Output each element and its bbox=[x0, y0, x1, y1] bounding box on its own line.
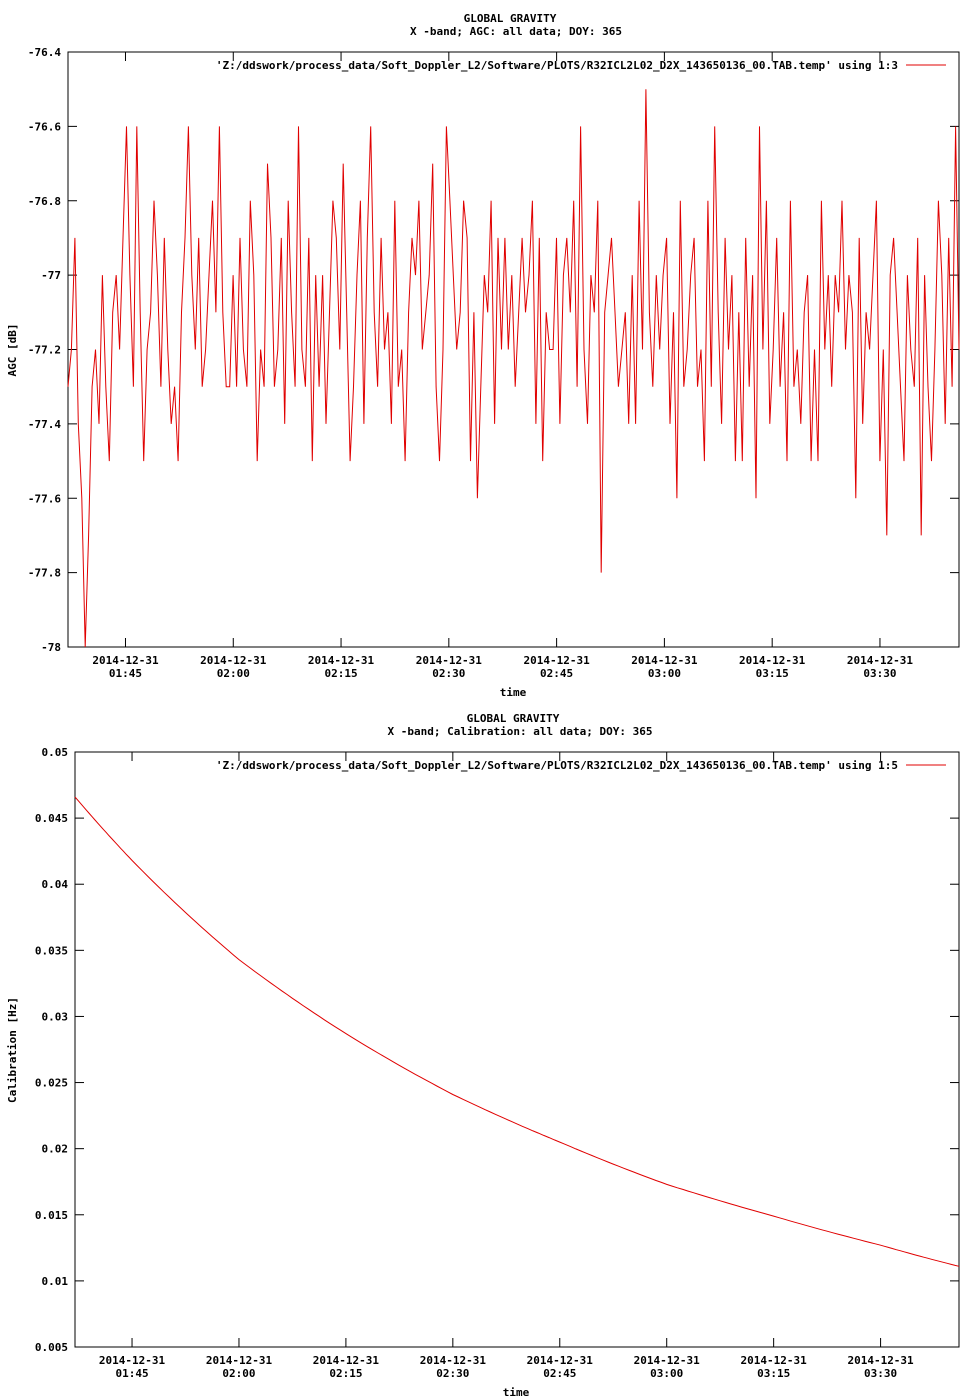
calibration-x-tick-time: 03:15 bbox=[757, 1367, 790, 1380]
agc-y-tick-label: -76.6 bbox=[28, 120, 61, 133]
calibration-y-tick-label: 0.05 bbox=[42, 746, 69, 759]
agc-y-tick-label: -76.8 bbox=[28, 195, 61, 208]
calibration-x-tick-time: 01:45 bbox=[115, 1367, 148, 1380]
agc-y-tick-label: -77 bbox=[41, 269, 61, 282]
agc-y-tick-label: -76.4 bbox=[28, 46, 61, 59]
calibration-chart: GLOBAL GRAVITY X -band; Calibration: all… bbox=[6, 712, 960, 1399]
agc-y-tick-label: -77.4 bbox=[28, 418, 61, 431]
calibration-x-tick-time: 02:00 bbox=[222, 1367, 255, 1380]
calibration-x-tick-time: 03:30 bbox=[864, 1367, 897, 1380]
calibration-x-tick-date: 2014-12-31 bbox=[527, 1354, 594, 1367]
agc-x-axis-label: time bbox=[500, 686, 527, 699]
agc-y-ticks: -76.4 -76.6 -76.8 -77 -77.2 -77.4 -77.6 -77.8 -7… bbox=[28, 46, 959, 654]
calibration-x-tick-date: 2014-12-31 bbox=[313, 1354, 380, 1367]
agc-y-tick-label: -77.2 bbox=[28, 344, 61, 357]
calibration-plot-frame bbox=[74, 751, 960, 1348]
agc-x-tick-date: 2014-12-31 bbox=[308, 654, 375, 667]
agc-y-tick-label: -78 bbox=[41, 641, 61, 654]
calibration-chart-subtitle: X -band; Calibration: all data; DOY: 365 bbox=[388, 725, 653, 738]
agc-x-tick-time: 03:30 bbox=[863, 667, 896, 680]
calibration-y-tick-label: 0.015 bbox=[35, 1209, 68, 1222]
calibration-x-axis-label: time bbox=[503, 1386, 530, 1399]
calibration-x-tick-date: 2014-12-31 bbox=[99, 1354, 166, 1367]
agc-x-tick-date: 2014-12-31 bbox=[200, 654, 267, 667]
calibration-y-tick-label: 0.035 bbox=[35, 944, 68, 957]
agc-x-tick-date: 2014-12-31 bbox=[416, 654, 483, 667]
calibration-x-tick-time: 02:45 bbox=[543, 1367, 576, 1380]
agc-x-tick-date: 2014-12-31 bbox=[739, 654, 806, 667]
calibration-y-tick-label: 0.025 bbox=[35, 1077, 68, 1090]
calibration-y-tick-label: 0.01 bbox=[42, 1275, 69, 1288]
calibration-chart-title: GLOBAL GRAVITY bbox=[467, 712, 560, 725]
calibration-x-tick-date: 2014-12-31 bbox=[420, 1354, 487, 1367]
agc-chart-subtitle: X -band; AGC: all data; DOY: 365 bbox=[410, 25, 622, 38]
agc-x-tick-time: 02:15 bbox=[324, 667, 357, 680]
calibration-y-tick-label: 0.02 bbox=[42, 1143, 69, 1156]
agc-x-tick-time: 03:15 bbox=[756, 667, 789, 680]
agc-x-tick-time: 02:00 bbox=[217, 667, 250, 680]
agc-x-tick-time: 02:30 bbox=[432, 667, 465, 680]
calibration-y-tick-label: 0.04 bbox=[42, 878, 69, 891]
calibration-x-tick-time: 02:15 bbox=[329, 1367, 362, 1380]
agc-series-line bbox=[67, 89, 960, 648]
agc-y-tick-label: -77.8 bbox=[28, 567, 61, 580]
calibration-x-tick-date: 2014-12-31 bbox=[634, 1354, 701, 1367]
agc-x-tick-date: 2014-12-31 bbox=[523, 654, 590, 667]
calibration-y-axis-label: Calibration [Hz] bbox=[6, 997, 19, 1103]
agc-x-tick-time: 03:00 bbox=[648, 667, 681, 680]
calibration-x-tick-time: 03:00 bbox=[650, 1367, 683, 1380]
calibration-series-line bbox=[74, 796, 960, 1267]
agc-chart: GLOBAL GRAVITY X -band; AGC: all data; D… bbox=[6, 12, 960, 699]
calibration-x-tick-date: 2014-12-31 bbox=[847, 1354, 914, 1367]
calibration-x-tick-time: 02:30 bbox=[436, 1367, 469, 1380]
agc-x-ticks: 2014-12-3101:452014-12-3102:002014-12-31… bbox=[92, 52, 913, 680]
calibration-y-tick-label: 0.03 bbox=[42, 1010, 69, 1023]
agc-x-tick-date: 2014-12-31 bbox=[631, 654, 698, 667]
agc-x-tick-time: 01:45 bbox=[109, 667, 142, 680]
agc-x-tick-date: 2014-12-31 bbox=[847, 654, 914, 667]
agc-chart-title: GLOBAL GRAVITY bbox=[464, 12, 557, 25]
agc-legend-label: 'Z:/ddswork/process_data/Soft_Doppler_L2… bbox=[216, 59, 898, 72]
agc-x-tick-time: 02:45 bbox=[540, 667, 573, 680]
calibration-y-tick-label: 0.005 bbox=[35, 1341, 68, 1354]
calibration-x-tick-date: 2014-12-31 bbox=[206, 1354, 273, 1367]
agc-y-axis-label: AGC [dB] bbox=[6, 324, 19, 377]
agc-y-tick-label: -77.6 bbox=[28, 492, 61, 505]
agc-x-tick-date: 2014-12-31 bbox=[92, 654, 159, 667]
calibration-y-tick-label: 0.045 bbox=[35, 812, 68, 825]
calibration-y-ticks: 0.05 0.045 0.04 0.035 0.03 0.025 0.02 0.015 0.01… bbox=[35, 746, 959, 1354]
calibration-legend-label: 'Z:/ddswork/process_data/Soft_Doppler_L2… bbox=[216, 759, 898, 772]
calibration-x-tick-date: 2014-12-31 bbox=[741, 1354, 808, 1367]
calibration-x-ticks: 2014-12-3101:452014-12-3102:002014-12-31… bbox=[99, 752, 914, 1380]
